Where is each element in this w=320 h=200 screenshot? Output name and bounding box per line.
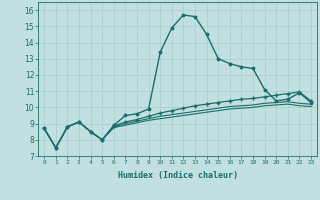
X-axis label: Humidex (Indice chaleur): Humidex (Indice chaleur) xyxy=(118,171,238,180)
